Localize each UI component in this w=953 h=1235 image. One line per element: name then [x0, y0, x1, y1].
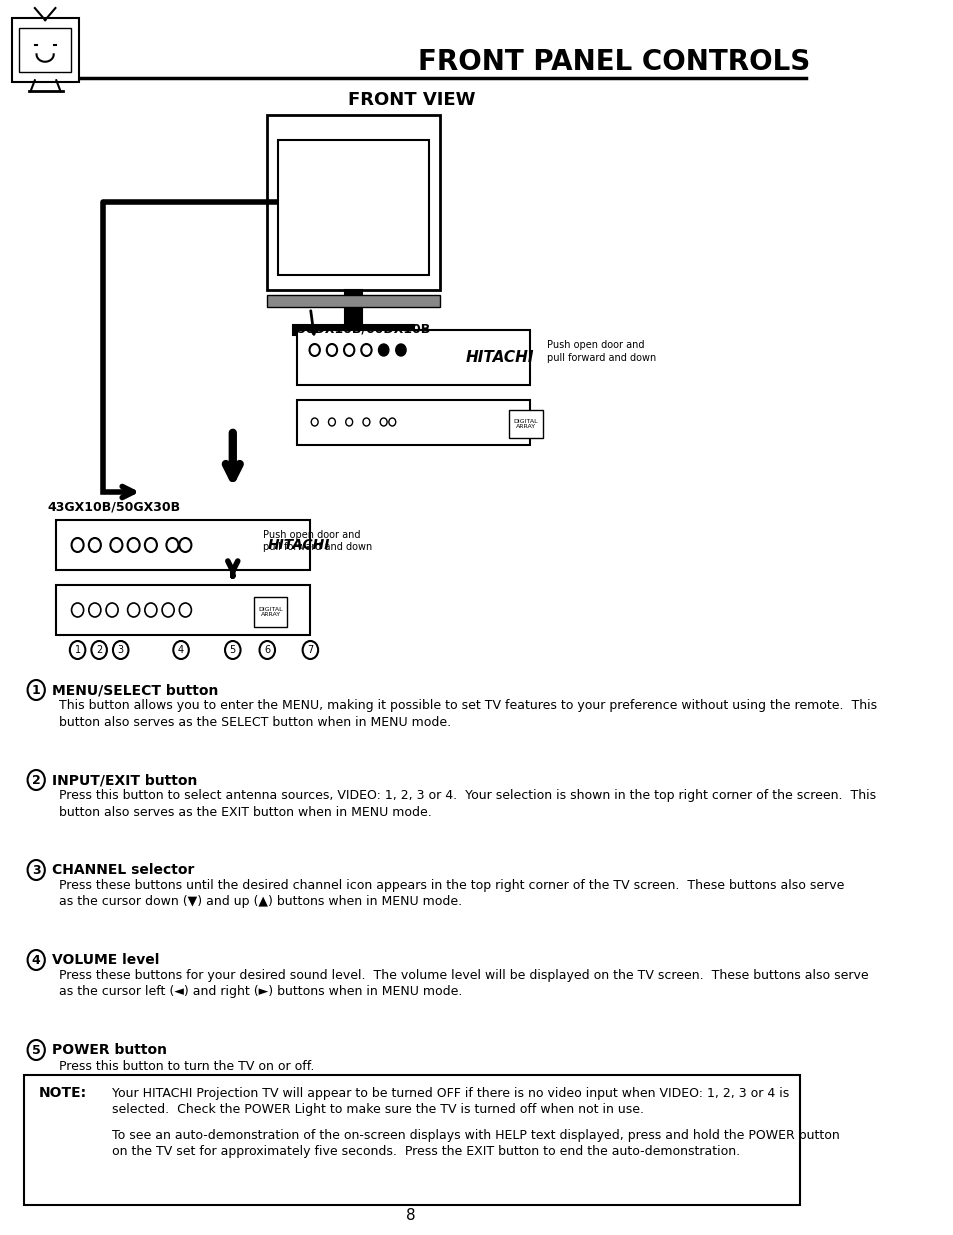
Text: DIGITAL
ARRAY: DIGITAL ARRAY [258, 606, 283, 618]
Text: as the cursor down (▼) and up (▲) buttons when in MENU mode.: as the cursor down (▼) and up (▲) button… [58, 895, 461, 909]
Bar [297, 400, 530, 445]
Text: FRONT PANEL CONTROLS: FRONT PANEL CONTROLS [417, 48, 810, 77]
Text: 3: 3 [117, 645, 124, 655]
Text: 7: 7 [307, 645, 314, 655]
Text: 8: 8 [406, 1208, 416, 1223]
Text: button also serves as the EXIT button when in MENU mode.: button also serves as the EXIT button wh… [58, 805, 431, 819]
Text: 50DX10B/60DX10B: 50DX10B/60DX10B [297, 322, 430, 335]
Text: Press these buttons until the desired channel icon appears in the top right corn: Press these buttons until the desired ch… [58, 879, 843, 893]
Text: Your HITACHI Projection TV will appear to be turned OFF if there is no video inp: Your HITACHI Projection TV will appear t… [112, 1087, 788, 1099]
Text: 5: 5 [230, 645, 235, 655]
FancyBboxPatch shape [11, 19, 79, 83]
Bar [277, 140, 429, 275]
Circle shape [378, 345, 389, 356]
Text: 3: 3 [31, 863, 40, 877]
Text: This button allows you to enter the MENU, making it possible to set TV features : This button allows you to enter the MENU… [58, 699, 876, 713]
Text: selected.  Check the POWER Light to make sure the TV is turned off when not in u: selected. Check the POWER Light to make … [112, 1104, 643, 1116]
Text: DIGITAL
ARRAY: DIGITAL ARRAY [513, 419, 537, 430]
Text: POWER button: POWER button [51, 1044, 167, 1057]
Text: on the TV set for approximately five seconds.  Press the EXIT button to end the : on the TV set for approximately five sec… [112, 1146, 740, 1158]
Bar [345, 290, 362, 325]
Bar [508, 410, 542, 438]
Bar [293, 325, 414, 335]
Text: MENU/SELECT button: MENU/SELECT button [51, 683, 218, 697]
Text: pull forward and down: pull forward and down [547, 353, 656, 363]
Bar [56, 585, 310, 635]
Text: CHANNEL selector: CHANNEL selector [51, 863, 193, 877]
Text: INPUT/EXIT button: INPUT/EXIT button [51, 773, 197, 787]
Text: Press this button to turn the TV on or off.: Press this button to turn the TV on or o… [58, 1060, 314, 1072]
Text: Press this button to select antenna sources, VIDEO: 1, 2, 3 or 4.  Your selectio: Press this button to select antenna sour… [58, 789, 875, 803]
Text: Press these buttons for your desired sound level.  The volume level will be disp: Press these buttons for your desired sou… [58, 969, 867, 983]
Text: button also serves as the SELECT button when in MENU mode.: button also serves as the SELECT button … [58, 715, 450, 729]
Bar [56, 520, 310, 571]
Text: Push open door and: Push open door and [263, 530, 360, 540]
Text: 4: 4 [31, 953, 41, 967]
Text: 43GX10B/50GX30B: 43GX10B/50GX30B [48, 500, 180, 513]
FancyBboxPatch shape [19, 28, 71, 72]
Bar [267, 295, 439, 308]
Circle shape [395, 345, 406, 356]
Bar [254, 597, 287, 627]
Text: 1: 1 [74, 645, 81, 655]
Text: To see an auto-demonstration of the on-screen displays with HELP text displayed,: To see an auto-demonstration of the on-s… [112, 1129, 839, 1141]
Text: VOLUME level: VOLUME level [51, 953, 159, 967]
Bar [297, 330, 530, 385]
Text: Push open door and: Push open door and [547, 340, 644, 350]
Text: NOTE:: NOTE: [39, 1086, 87, 1100]
Text: pull forward and down: pull forward and down [263, 542, 372, 552]
Text: 2: 2 [96, 645, 102, 655]
Text: 2: 2 [31, 773, 41, 787]
Text: 1: 1 [31, 683, 41, 697]
Bar [267, 115, 439, 290]
Text: HITACHI: HITACHI [465, 351, 534, 366]
Text: as the cursor left (◄) and right (►) buttons when in MENU mode.: as the cursor left (◄) and right (►) but… [58, 986, 461, 999]
Bar [24, 1074, 800, 1205]
Text: 5: 5 [31, 1044, 41, 1056]
Text: 4: 4 [178, 645, 184, 655]
Text: FRONT VIEW: FRONT VIEW [347, 91, 475, 109]
Text: HITACHI: HITACHI [267, 538, 330, 552]
Text: 6: 6 [264, 645, 270, 655]
